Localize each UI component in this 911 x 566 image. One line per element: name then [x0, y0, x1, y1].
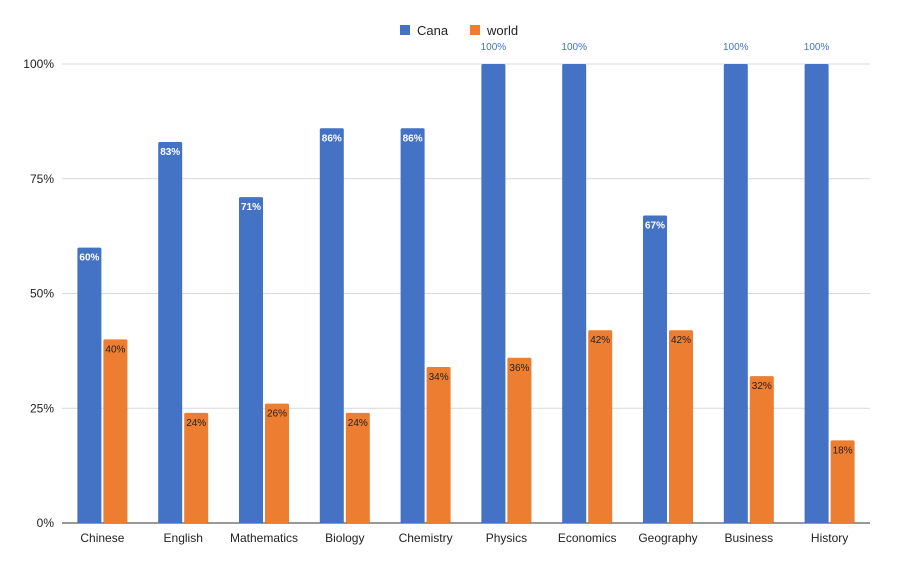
- bar-cana: [723, 64, 748, 523]
- data-label: 83%: [160, 147, 180, 158]
- bar-cana: [400, 128, 425, 523]
- bar-cana: [562, 64, 587, 523]
- bar-cana: [481, 64, 506, 523]
- data-label: 42%: [590, 335, 610, 346]
- x-tick-label: Business: [724, 531, 773, 545]
- data-label: 100%: [561, 42, 587, 53]
- data-label: 18%: [833, 445, 853, 456]
- data-label: 34%: [429, 372, 449, 383]
- bar-cana: [158, 142, 183, 523]
- gridlines: [62, 63, 870, 524]
- bar-world: [830, 440, 855, 523]
- data-label: 24%: [348, 418, 368, 429]
- bar-cana: [239, 197, 263, 524]
- bar-cana: [77, 247, 102, 523]
- bar-world: [507, 357, 532, 523]
- y-tick-label: 50%: [30, 287, 54, 301]
- bar-world: [103, 339, 128, 523]
- data-label: 86%: [403, 133, 423, 144]
- x-tick-label: Mathematics: [230, 531, 298, 545]
- bar-world: [184, 412, 209, 523]
- legend-label-cana: Cana: [417, 23, 449, 38]
- legend-swatch-world: [470, 25, 480, 35]
- data-labels: 60% 40% 83% 24% 71% 26% 86% 24% 86% 34% 100% 36% 100…: [79, 42, 852, 456]
- y-tick-label: 75%: [30, 172, 54, 186]
- data-label: 40%: [105, 344, 125, 355]
- y-tick-label: 0%: [37, 516, 55, 530]
- bar-cana: [804, 64, 829, 523]
- data-label: 86%: [322, 133, 342, 144]
- bar-world: [749, 376, 774, 523]
- data-label: 100%: [481, 42, 507, 53]
- bar-world: [265, 403, 289, 523]
- y-tick-label: 25%: [30, 401, 54, 415]
- x-tick-label: Chemistry: [399, 531, 453, 545]
- x-tick-label: Economics: [558, 531, 617, 545]
- x-tick-label: Physics: [486, 531, 527, 545]
- data-label: 100%: [723, 42, 749, 53]
- legend: Cana world: [400, 23, 518, 38]
- data-label: 100%: [804, 42, 830, 53]
- bars: [77, 64, 855, 524]
- x-tick-label: Chinese: [80, 531, 124, 545]
- data-label: 60%: [79, 253, 99, 264]
- y-axis: 0% 25% 50% 75% 100%: [23, 57, 54, 530]
- bar-world: [669, 330, 693, 523]
- data-label: 42%: [671, 335, 691, 346]
- bar-cana: [643, 215, 667, 523]
- x-tick-label: History: [811, 531, 848, 545]
- bar-world: [345, 412, 370, 523]
- bar-world: [588, 330, 613, 523]
- x-axis: Chinese English Mathematics Biology Chemistr…: [80, 531, 848, 545]
- data-label: 67%: [645, 220, 665, 231]
- bar-world: [426, 366, 451, 523]
- data-label: 26%: [267, 409, 287, 420]
- x-tick-label: Biology: [325, 531, 364, 545]
- bar-cana: [319, 128, 344, 523]
- data-label: 24%: [186, 418, 206, 429]
- legend-swatch-cana: [400, 25, 410, 35]
- data-label: 32%: [752, 381, 772, 392]
- x-tick-label: English: [164, 531, 203, 545]
- data-label: 71%: [241, 202, 261, 213]
- y-tick-label: 100%: [23, 57, 54, 71]
- data-label: 36%: [509, 363, 529, 374]
- legend-label-world: world: [486, 23, 518, 38]
- x-tick-label: Geography: [638, 531, 697, 545]
